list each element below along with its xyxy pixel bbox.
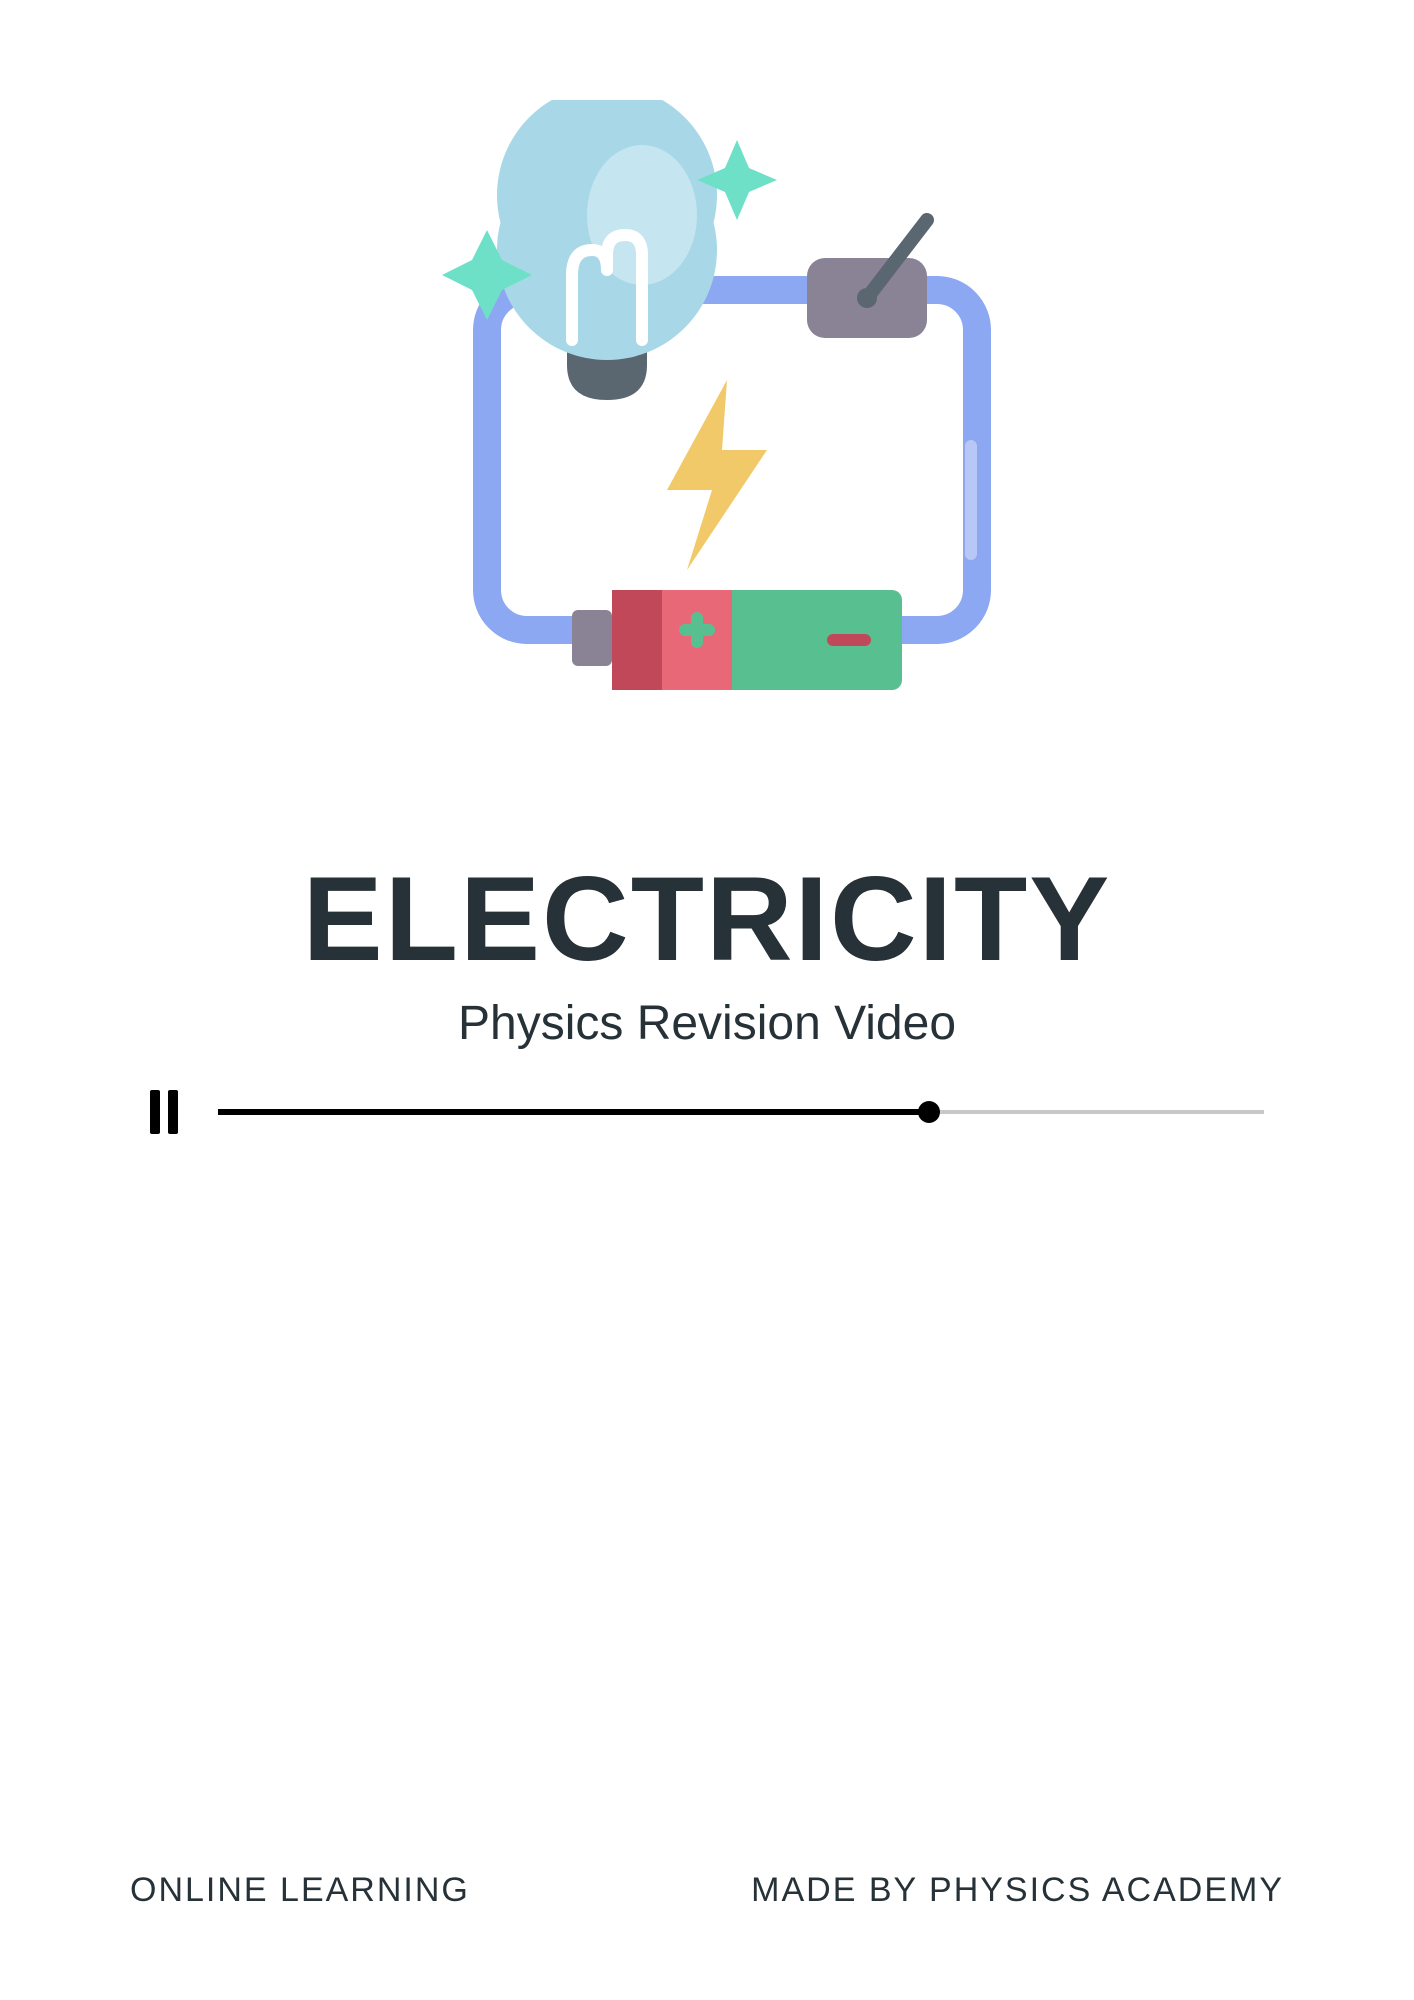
player-bar: [150, 1090, 1264, 1134]
title-block: ELECTRICITY Physics Revision Video: [0, 850, 1414, 1051]
footer-right: MADE BY PHYSICS ACADEMY: [751, 1871, 1284, 1910]
progress-thumb[interactable]: [918, 1101, 940, 1123]
main-title: ELECTRICITY: [0, 850, 1414, 988]
pause-icon[interactable]: [150, 1090, 178, 1134]
footer: ONLINE LEARNING MADE BY PHYSICS ACADEMY: [130, 1871, 1284, 1910]
switch-icon: [807, 220, 927, 338]
battery-icon: [572, 590, 902, 690]
progress-track[interactable]: [218, 1109, 1264, 1115]
circuit-illustration: [357, 100, 1057, 800]
subtitle: Physics Revision Video: [0, 996, 1414, 1051]
lightbulb-icon: [497, 100, 717, 400]
lightning-bolt-icon: [667, 380, 767, 570]
footer-left: ONLINE LEARNING: [130, 1871, 470, 1910]
